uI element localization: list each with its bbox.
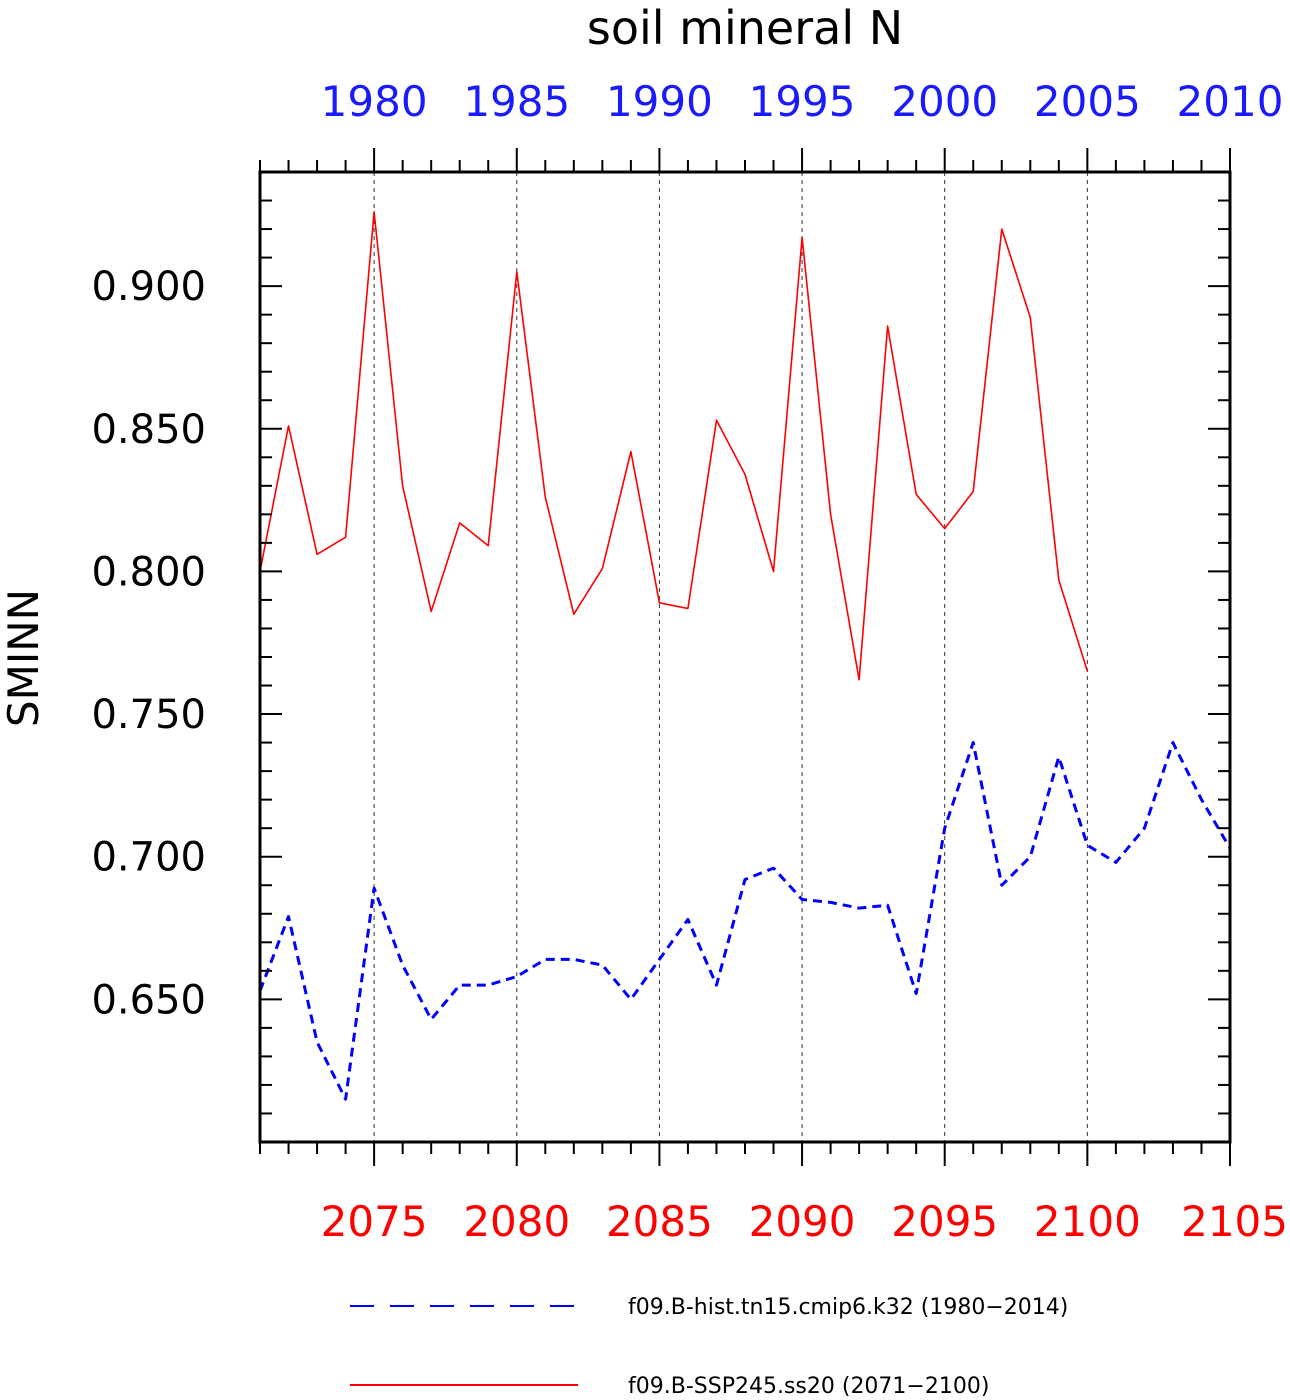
y-tick-label: 0.700 — [91, 835, 206, 881]
legend: f09.B-hist.tn15.cmip6.k32 (1980−2014) f09… — [350, 1295, 1068, 1399]
top-tick-label: 2000 — [891, 77, 998, 126]
top-tick-label: 1995 — [749, 77, 856, 126]
bottom-tick-label: 2100 — [1034, 1197, 1141, 1246]
y-tick-label: 0.750 — [91, 692, 206, 738]
y-tick-label: 0.650 — [91, 977, 206, 1023]
chart-title: soil mineral N — [587, 1, 903, 55]
series-line-0 — [258, 741, 1232, 1101]
y-tick-label: 0.850 — [91, 407, 206, 453]
legend-label-1: f09.B-SSP245.ss20 (2071−2100) — [628, 1374, 989, 1399]
bottom-tick-label: 2090 — [749, 1197, 856, 1246]
series-line-1 — [259, 211, 1089, 681]
y-axis-label: SMINN — [0, 589, 48, 727]
bottom-tick-label: 2085 — [606, 1197, 713, 1246]
y-tick-label: 0.800 — [91, 549, 206, 595]
top-tick-label: 1985 — [463, 77, 570, 126]
bottom-tick-label: 2080 — [463, 1197, 570, 1246]
y-tick-label: 0.900 — [91, 264, 206, 310]
bottom-tick-label: 2075 — [321, 1197, 428, 1246]
tick-labels: 0.650 0.700 0.750 0.800 0.850 0.900 1980 1985 19… — [91, 77, 1288, 1246]
top-tick-label: 2010 — [1177, 77, 1284, 126]
series-lines — [258, 211, 1232, 1101]
grid-lines — [373, 172, 1088, 1142]
top-tick-label: 1990 — [606, 77, 713, 126]
bottom-tick-label: 2095 — [891, 1197, 998, 1246]
legend-label-0: f09.B-hist.tn15.cmip6.k32 (1980−2014) — [628, 1295, 1068, 1320]
bottom-tick-label: 2105 — [1181, 1197, 1288, 1246]
plot-frame — [258, 170, 1232, 1144]
axis-ticks — [259, 148, 1231, 1166]
top-tick-label: 2005 — [1034, 77, 1141, 126]
top-tick-label: 1980 — [321, 77, 428, 126]
